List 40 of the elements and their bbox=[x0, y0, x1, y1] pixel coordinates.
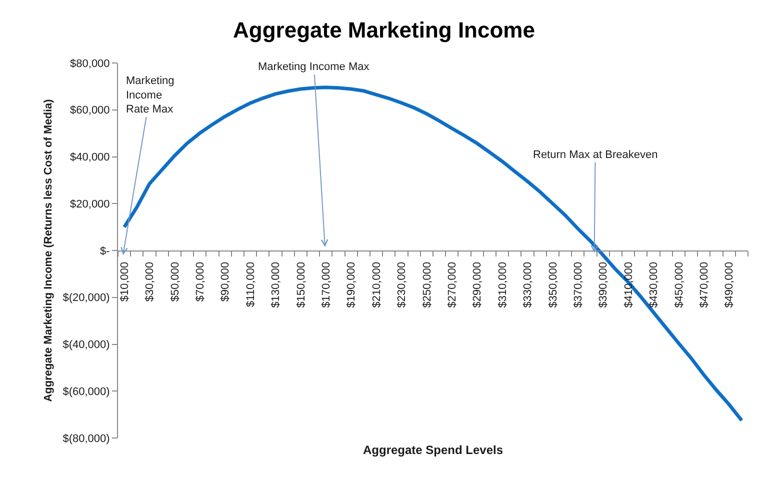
x-axis-title: Aggregate Spend Levels bbox=[363, 443, 504, 457]
y-tick-label: $- bbox=[100, 245, 110, 258]
y-tick-label: $40,000 bbox=[70, 152, 110, 164]
x-tick-label: $250,000 bbox=[421, 262, 434, 308]
x-tick-label: $170,000 bbox=[320, 262, 332, 308]
x-tick-label: $270,000 bbox=[446, 262, 458, 308]
x-tick-label: $330,000 bbox=[522, 262, 534, 308]
x-tick-label: $230,000 bbox=[396, 262, 408, 308]
x-tick-label: $450,000 bbox=[673, 262, 686, 308]
y-axis-title: Aggregate Marketing Income (Returns less Cost of Media) bbox=[42, 98, 54, 402]
x-tick-label: $210,000 bbox=[370, 262, 383, 308]
y-tick-label: $20,000 bbox=[70, 198, 110, 210]
x-tick-label: $70,000 bbox=[194, 262, 206, 302]
x-tick-label: $430,000 bbox=[648, 262, 660, 308]
x-tick-label: $10,000 bbox=[118, 262, 131, 302]
x-tick-label: $390,000 bbox=[598, 262, 610, 308]
chart-title: Aggregate Marketing Income bbox=[233, 18, 535, 43]
y-tick-label: $60,000 bbox=[70, 104, 110, 117]
x-tick-label: $350,000 bbox=[547, 262, 560, 308]
x-tick-label: $150,000 bbox=[295, 262, 308, 308]
y-tick-label: $(60,000) bbox=[62, 386, 110, 398]
x-tick-label: $50,000 bbox=[169, 262, 182, 302]
y-tick-label: $80,000 bbox=[70, 58, 110, 70]
x-tick-label: $30,000 bbox=[144, 262, 156, 302]
x-tick-label: $490,000 bbox=[724, 262, 736, 308]
x-tick-label: $370,000 bbox=[572, 262, 584, 308]
y-tick-label: $(80,000) bbox=[62, 432, 110, 445]
x-tick-label: $190,000 bbox=[346, 262, 358, 308]
x-tick-label: $410,000 bbox=[622, 262, 635, 308]
x-tick-label: $470,000 bbox=[698, 262, 710, 308]
y-tick-label: $(40,000) bbox=[62, 339, 110, 352]
annotation: Marketing Income Max bbox=[258, 61, 370, 73]
y-tick-label: $(20,000) bbox=[62, 292, 110, 304]
annotation: Return Max at Breakeven bbox=[533, 149, 658, 161]
x-tick-label: $90,000 bbox=[220, 262, 232, 302]
x-tick-label: $290,000 bbox=[472, 262, 484, 308]
x-tick-label: $310,000 bbox=[496, 262, 509, 308]
x-tick-label: $130,000 bbox=[270, 262, 282, 308]
x-tick-label: $110,000 bbox=[244, 262, 257, 307]
annotation: Marketing Income Rate Max bbox=[126, 75, 174, 116]
